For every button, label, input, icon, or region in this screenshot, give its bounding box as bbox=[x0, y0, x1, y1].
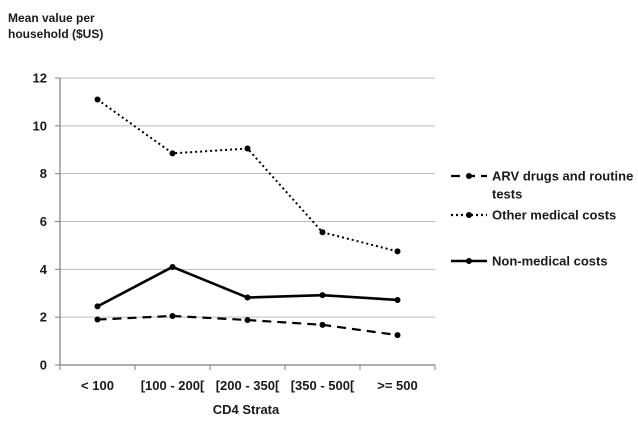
legend-swatch-marker bbox=[466, 212, 472, 218]
y-tick-label: 4 bbox=[40, 262, 48, 277]
data-point bbox=[169, 263, 176, 270]
series-line bbox=[96, 98, 398, 253]
legend-item-2: Other medical costs bbox=[451, 208, 616, 223]
data-point bbox=[244, 317, 251, 324]
y-tick-label: 6 bbox=[40, 214, 47, 229]
gridlines bbox=[60, 77, 435, 318]
legend-label: Non-medical costs bbox=[492, 254, 608, 269]
legend-label: ARV drugs and routine bbox=[492, 169, 633, 184]
data-point bbox=[319, 229, 326, 236]
y-tick-label: 10 bbox=[33, 118, 47, 133]
y-tick-label: 0 bbox=[40, 358, 47, 373]
data-point bbox=[319, 292, 326, 299]
data-point bbox=[394, 248, 401, 255]
data-point bbox=[319, 321, 326, 328]
data-point bbox=[244, 145, 251, 152]
data-point bbox=[94, 316, 101, 323]
data-point bbox=[169, 150, 176, 157]
legend-item-1: ARV drugs and routine tests bbox=[451, 169, 633, 202]
legend-label: Other medical costs bbox=[492, 208, 616, 223]
x-tick-label: [350 - 500[ bbox=[291, 378, 355, 393]
legend-swatch-marker bbox=[466, 258, 472, 264]
x-tick-label: < 100 bbox=[81, 378, 114, 393]
y-tick-label: 8 bbox=[40, 166, 47, 181]
data-point bbox=[94, 303, 101, 310]
data-point bbox=[244, 294, 251, 301]
x-tick-label: >= 500 bbox=[377, 378, 418, 393]
x-axis-ticks: < 100 [100 - 200[ [200 - 350[ [350 - 500[ >=… bbox=[59, 365, 436, 393]
data-point bbox=[394, 296, 401, 303]
series-1 bbox=[94, 312, 401, 339]
legend-swatch-marker bbox=[466, 173, 472, 179]
y-tick-label: 2 bbox=[40, 310, 47, 325]
legend: ARV drugs and routine tests Other medical … bbox=[451, 169, 633, 269]
series-lines bbox=[94, 96, 401, 339]
y-axis-title: Mean value per household ($US) bbox=[8, 11, 103, 41]
y-axis-title-line-2: household ($US) bbox=[8, 27, 103, 41]
series-3 bbox=[94, 263, 401, 310]
x-axis-title: CD4 Strata bbox=[213, 402, 280, 417]
legend-label: tests bbox=[492, 187, 522, 202]
data-point bbox=[394, 332, 401, 339]
data-point bbox=[169, 312, 176, 319]
y-axis-ticks: 0 2 4 6 8 10 12 bbox=[33, 71, 60, 373]
x-tick-label: [100 - 200[ bbox=[141, 378, 205, 393]
x-tick-label: [200 - 350[ bbox=[216, 378, 280, 393]
y-tick-label: 12 bbox=[33, 71, 47, 86]
axes bbox=[59, 78, 435, 366]
data-point bbox=[94, 96, 101, 103]
series-2 bbox=[94, 96, 401, 255]
legend-item-3: Non-medical costs bbox=[451, 254, 608, 269]
y-axis-title-line-1: Mean value per bbox=[8, 11, 95, 25]
